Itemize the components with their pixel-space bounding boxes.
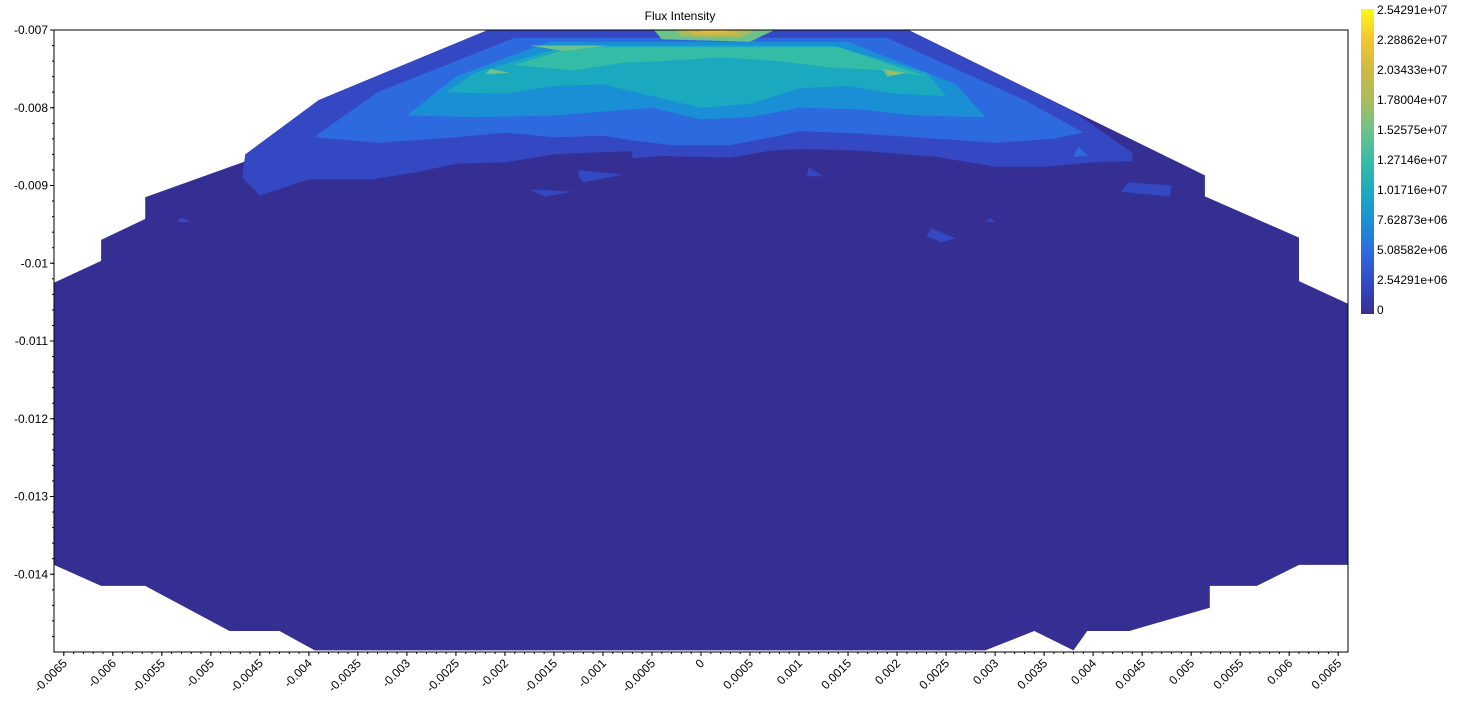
x-tick-label: 0 xyxy=(692,656,707,671)
y-tick-label: -0.01 xyxy=(21,256,49,270)
x-tick-label: 0.0065 xyxy=(1308,656,1344,692)
colorbar-label: 2.54291e+06 xyxy=(1377,273,1448,287)
colorbar-label: 2.03433e+07 xyxy=(1377,63,1448,77)
x-tick-label: 0.002 xyxy=(872,656,903,687)
colorbar-label: 1.27146e+07 xyxy=(1377,153,1448,167)
colorbar-label: 7.62873e+06 xyxy=(1377,213,1448,227)
x-tick-label: -0.0005 xyxy=(619,656,658,695)
contour-band xyxy=(529,45,608,51)
x-tick-label: 0.0045 xyxy=(1112,656,1148,692)
contour-band xyxy=(806,167,824,177)
x-tick-label: -0.0065 xyxy=(31,656,70,695)
contour-band xyxy=(578,170,623,183)
x-tick-label: 0.0015 xyxy=(818,656,854,692)
y-tick-label: -0.014 xyxy=(14,567,48,581)
y-tick-label: -0.012 xyxy=(14,412,48,426)
x-tick-label: -0.004 xyxy=(281,656,315,690)
x-tick-label: 0.001 xyxy=(774,656,805,687)
contour-band xyxy=(1073,146,1089,157)
x-tick-label: -0.0055 xyxy=(129,656,168,695)
y-tick-label: -0.011 xyxy=(15,334,48,348)
y-tick-label: -0.008 xyxy=(14,101,48,115)
contour-band xyxy=(699,30,728,33)
y-tick-label: -0.013 xyxy=(14,490,48,504)
contour-band xyxy=(1120,182,1172,197)
contour-band xyxy=(514,47,927,77)
x-tick-label: 0.003 xyxy=(970,656,1001,687)
contour-band xyxy=(926,228,956,243)
colorbar-label: 2.54291e+07 xyxy=(1377,3,1448,17)
x-tick-label: 0.0055 xyxy=(1210,656,1246,692)
chart-title: Flux Intensity xyxy=(645,9,716,23)
y-tick-label: -0.009 xyxy=(14,179,48,193)
x-tick-label: 0.004 xyxy=(1068,656,1099,687)
x-tick-label: 0.006 xyxy=(1264,656,1295,687)
flux-domain xyxy=(54,30,1348,651)
x-tick-label: -0.0015 xyxy=(521,656,560,695)
contour-band xyxy=(985,218,996,222)
colorbar-label: 5.08582e+06 xyxy=(1377,243,1448,257)
x-tick-label: -0.0035 xyxy=(325,656,364,695)
x-tick-label: -0.003 xyxy=(379,656,413,690)
plot-area xyxy=(54,30,1348,651)
x-tick-label: 0.005 xyxy=(1166,656,1197,687)
y-axis: -0.007 -0.008 -0.009 -0.01 -0.011 -0.012 -0.01… xyxy=(14,23,54,637)
colorbar-label: 0 xyxy=(1377,303,1384,317)
x-tick-label: -0.002 xyxy=(477,656,511,690)
x-tick-label: -0.006 xyxy=(85,656,119,690)
x-tick-label: -0.0025 xyxy=(423,656,462,695)
colorbar-label: 2.28862e+07 xyxy=(1377,33,1448,47)
colorbar-label: 1.78004e+07 xyxy=(1377,93,1448,107)
x-tick-label: -0.0045 xyxy=(227,656,266,695)
x-tick-label: 0.0035 xyxy=(1014,656,1050,692)
contour-band xyxy=(485,68,510,75)
contour-band xyxy=(176,217,192,222)
colorbar: 2.54291e+07 2.28862e+07 2.03433e+07 1.78004… xyxy=(1361,3,1448,317)
colorbar-label: 1.52575e+07 xyxy=(1377,123,1448,137)
x-tick-label: -0.001 xyxy=(575,656,609,690)
x-tick-label: 0.0005 xyxy=(720,656,756,692)
x-tick-label: 0.0025 xyxy=(916,656,952,692)
contour-band xyxy=(887,70,902,76)
colorbar-gradient xyxy=(1361,9,1374,314)
y-tick-label: -0.007 xyxy=(14,23,48,37)
colorbar-label: 1.01716e+07 xyxy=(1377,183,1448,197)
contour-band xyxy=(529,189,574,197)
x-axis: -0.0065 -0.006 -0.0055 -0.005 -0.0045 -0.004-… xyxy=(31,652,1345,695)
x-tick-label: -0.005 xyxy=(183,656,217,690)
contour-band xyxy=(686,30,742,35)
